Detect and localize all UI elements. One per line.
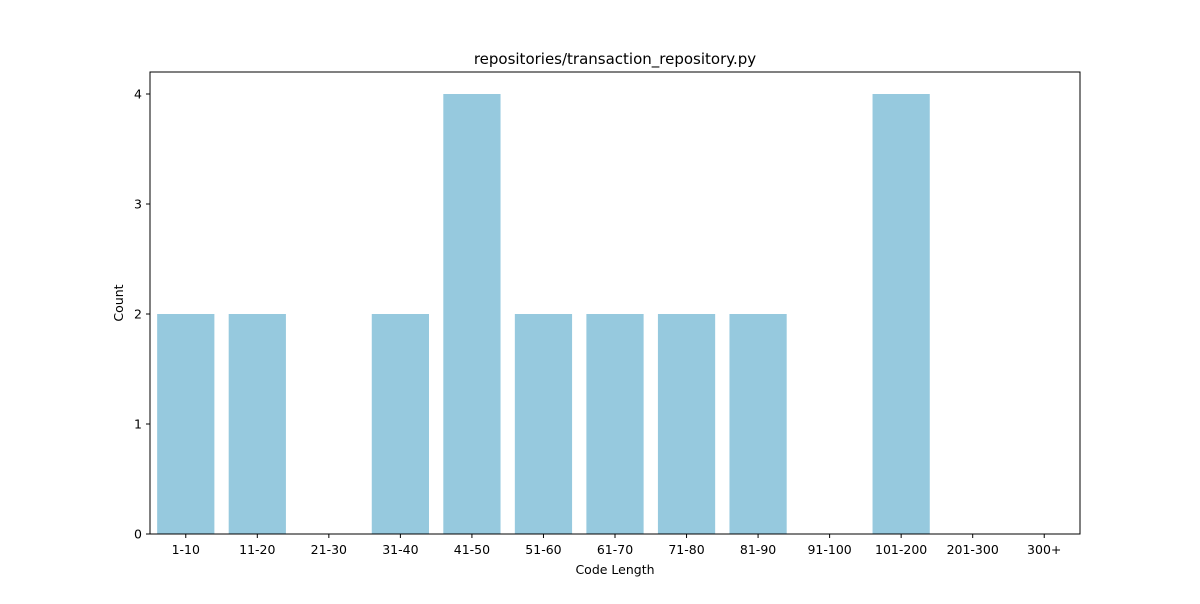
x-tick-label: 71-80 xyxy=(668,542,704,557)
bar-81-90 xyxy=(729,314,787,534)
y-tick-label: 0 xyxy=(134,527,142,542)
y-tick-label: 2 xyxy=(134,307,142,322)
x-tick-label: 61-70 xyxy=(597,542,633,557)
x-tick-label: 51-60 xyxy=(525,542,561,557)
y-tick-label: 1 xyxy=(134,417,142,432)
chart-title: repositories/transaction_repository.py xyxy=(474,50,756,69)
x-tick-label: 201-300 xyxy=(947,542,999,557)
ticks-layer: 1-10 11-20 21-30 31-40 41-50 51-60 61-70 71-80 8… xyxy=(134,87,1061,558)
x-axis-label: Code Length xyxy=(575,562,654,577)
plot-frame xyxy=(149,71,1081,535)
x-tick-label: 31-40 xyxy=(382,542,418,557)
x-tick-label: 41-50 xyxy=(454,542,490,557)
x-tick-label: 11-20 xyxy=(239,542,275,557)
bar-11-20 xyxy=(228,314,286,534)
y-tick-label: 3 xyxy=(134,197,142,212)
x-tick-label: 300+ xyxy=(1027,542,1061,557)
bar-61-70 xyxy=(586,314,644,534)
bar-51-60 xyxy=(514,314,573,534)
x-tick-label: 101-200 xyxy=(875,542,927,557)
bar-71-80 xyxy=(657,314,716,534)
x-tick-label: 21-30 xyxy=(311,542,347,557)
x-tick-label: 91-100 xyxy=(807,542,851,557)
bar-1-10 xyxy=(157,314,215,534)
bar-101-200 xyxy=(872,94,930,534)
x-tick-label: 81-90 xyxy=(740,542,776,557)
x-tick-label: 1-10 xyxy=(172,542,200,557)
bars-layer xyxy=(157,94,930,534)
y-axis-label: Count xyxy=(111,284,126,321)
y-tick-label: 4 xyxy=(134,87,142,102)
bar-41-50 xyxy=(443,94,501,534)
bar-31-40 xyxy=(371,314,429,534)
